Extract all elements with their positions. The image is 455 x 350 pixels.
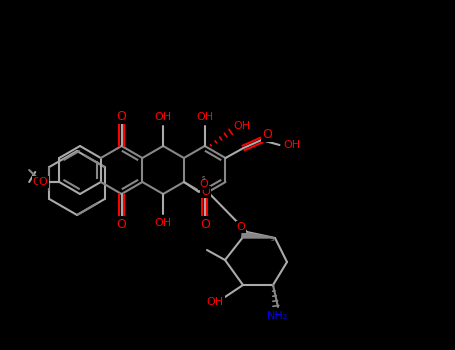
Text: O: O xyxy=(263,127,273,140)
Text: OH: OH xyxy=(283,140,300,150)
Text: OH: OH xyxy=(155,112,172,122)
Text: O: O xyxy=(237,222,245,232)
Text: OH: OH xyxy=(207,297,223,307)
Polygon shape xyxy=(242,232,275,238)
Text: OH: OH xyxy=(155,218,172,228)
Text: O: O xyxy=(200,217,210,231)
Text: s: s xyxy=(271,236,275,242)
Text: s: s xyxy=(202,175,206,181)
Text: NH₂: NH₂ xyxy=(268,311,288,321)
Text: O: O xyxy=(39,177,48,187)
Text: OH: OH xyxy=(233,121,250,131)
Text: O: O xyxy=(116,110,126,122)
Text: O: O xyxy=(116,217,126,231)
Text: O: O xyxy=(200,179,208,189)
Text: O: O xyxy=(202,187,210,197)
Text: OH: OH xyxy=(196,112,213,122)
Text: O: O xyxy=(33,177,41,187)
